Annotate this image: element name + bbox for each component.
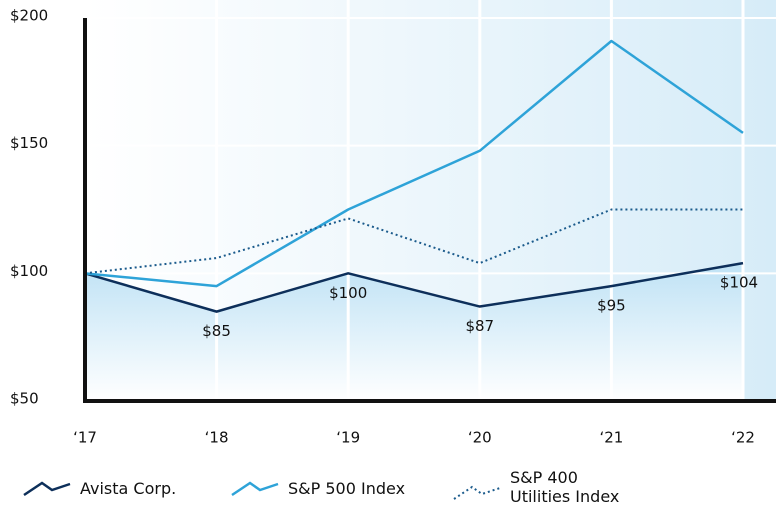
legend-label: Avista Corp.: [80, 478, 177, 498]
x-tick-label: ‘22: [731, 429, 755, 447]
y-tick-label: $100: [10, 262, 48, 280]
data-label: $95: [597, 297, 626, 315]
x-tick-label: ‘17: [73, 429, 97, 447]
y-tick-label: $200: [10, 7, 48, 25]
y-tick-label: $150: [10, 134, 48, 152]
x-tick-label: ‘18: [205, 429, 229, 447]
x-tick-label: ‘21: [599, 429, 623, 447]
legend-swatch: [231, 481, 279, 497]
legend-icon: [23, 481, 71, 497]
legend-item: Avista Corp.: [22, 478, 176, 498]
series-line: [84, 261, 744, 313]
series-line: [84, 39, 744, 288]
legend-label: S&P 400 Utilities Index: [510, 468, 620, 506]
data-label: $104: [720, 274, 758, 292]
legend-item: S&P 500 Index: [230, 478, 405, 498]
series-line: [84, 208, 743, 275]
series-area: [85, 263, 743, 401]
x-tick-label: ‘19: [336, 429, 360, 447]
data-label: $100: [329, 284, 367, 302]
data-label: $87: [465, 317, 494, 335]
legend-label: S&P 500 Index: [288, 478, 406, 498]
y-tick-label: $50: [10, 390, 39, 408]
legend-item: S&P 400 Utilities Index: [452, 468, 630, 506]
x-tick-label: ‘20: [468, 429, 492, 447]
legend-icon: [231, 481, 279, 497]
legend-swatch: [23, 481, 71, 497]
legend-icon: [453, 485, 501, 500]
legend-swatch: [453, 485, 501, 500]
data-label: $85: [202, 322, 231, 340]
